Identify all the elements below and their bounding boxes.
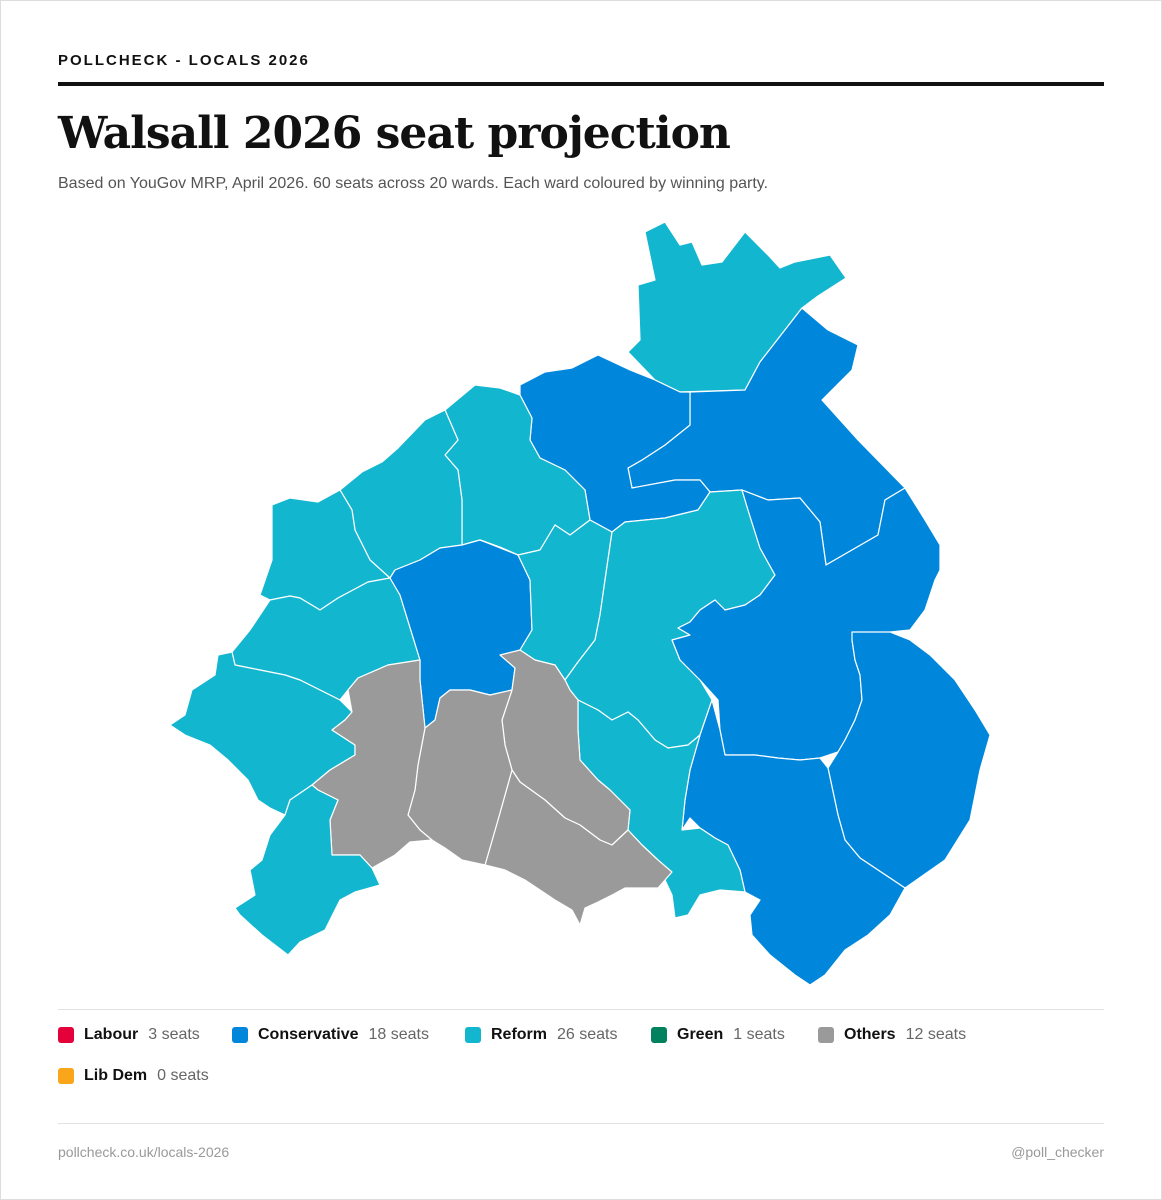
source-link[interactable]: pollcheck.co.uk/locals-2026 <box>58 1144 230 1160</box>
legend-label: Labour <box>84 1026 139 1043</box>
footer-divider <box>58 1123 1104 1124</box>
legend-seats: 3 seats <box>148 1026 200 1043</box>
kicker: POLLCHECK - LOCALS 2026 <box>58 52 310 69</box>
ward-north <box>627 221 847 393</box>
subtitle: Based on YouGov MRP, April 2026. 60 seat… <box>58 175 769 192</box>
legend-seats: 26 seats <box>557 1026 618 1043</box>
legend-conservative: Conservative 18 seats <box>232 1024 429 1046</box>
legend-swatch-green <box>651 1027 667 1043</box>
legend-labour: Labour 3 seats <box>58 1024 200 1046</box>
legend-divider <box>58 1009 1104 1010</box>
legend-label: Lib Dem <box>84 1067 148 1084</box>
social-handle: @poll_checker <box>1011 1144 1104 1160</box>
legend-reform: Reform 26 seats <box>465 1024 618 1046</box>
legend-others: Others 12 seats <box>818 1024 966 1046</box>
ward-southwest <box>234 784 381 956</box>
legend-label: Green <box>677 1026 724 1043</box>
legend-seats: 18 seats <box>368 1026 429 1043</box>
legend-label: Others <box>844 1026 896 1043</box>
legend-label: Reform <box>491 1026 548 1043</box>
ward-south <box>484 769 673 926</box>
page-title: Walsall 2026 seat projection <box>58 108 731 159</box>
legend-libdem: Lib Dem 0 seats <box>58 1065 209 1087</box>
legend-swatch-labour <box>58 1027 74 1043</box>
legend-seats: 1 seats <box>733 1026 785 1043</box>
legend-green: Green 1 seats <box>651 1024 785 1046</box>
legend-swatch-others <box>818 1027 834 1043</box>
legend-label: Conservative <box>258 1026 359 1043</box>
legend-seats: 12 seats <box>905 1026 967 1043</box>
legend-seats: 0 seats <box>157 1067 209 1084</box>
legend-swatch-reform <box>465 1027 481 1043</box>
legend-swatch-libdem <box>58 1068 74 1084</box>
legend-swatch-conservative <box>232 1027 248 1043</box>
header-rule <box>58 82 1104 86</box>
